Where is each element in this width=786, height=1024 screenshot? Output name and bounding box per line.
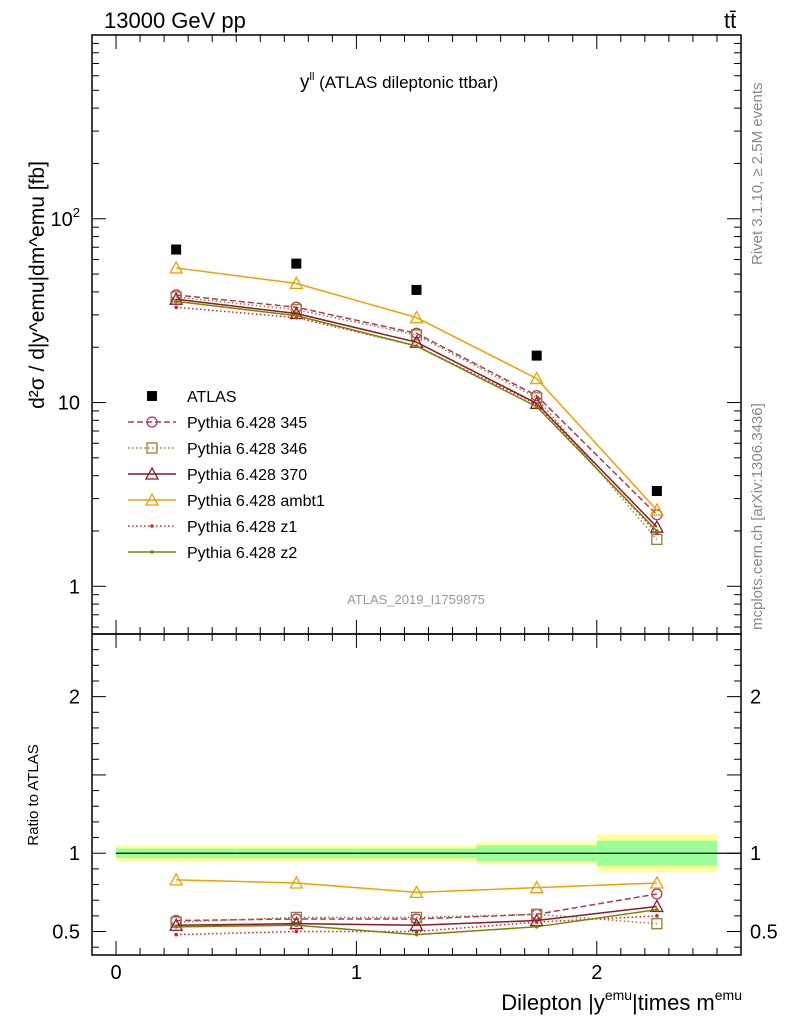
series-marker-square — [531, 908, 543, 920]
series-marker-triangle — [529, 371, 544, 385]
main-y-tick-label-base: 10 — [51, 209, 73, 231]
plot-title-base: y — [300, 72, 310, 93]
ratio-y-tick-label-right: 1 — [750, 843, 761, 865]
series-marker-square — [290, 911, 302, 924]
x-tick-label: 2 — [591, 962, 602, 984]
series-marker-dot — [534, 920, 539, 924]
series-marker-dot — [294, 313, 299, 318]
legend-marker-data — [147, 391, 157, 401]
series-marker-triangle — [169, 260, 184, 274]
series-marker-triangle — [649, 502, 664, 516]
ratio-y-tick-label-left: 2 — [69, 687, 80, 709]
main-y-tick-label: 102 — [51, 205, 80, 231]
ratio-y-axis-label: Ratio to ATLAS — [25, 744, 42, 845]
x-axis-label-part-b: |times m — [632, 990, 715, 1015]
legend-label: Pythia 6.428 346 — [187, 441, 307, 458]
legend-label: Pythia 6.428 z1 — [187, 519, 297, 536]
series-marker-dot — [655, 907, 659, 912]
main-y-tick-label: 1 — [69, 576, 80, 598]
plot-title-sup: ll — [310, 71, 315, 83]
ratio-series-line — [176, 879, 657, 894]
series-marker-circle — [146, 416, 158, 428]
series-marker-triangle — [289, 276, 304, 290]
main-y-tick-label: 10 — [58, 393, 80, 415]
series-marker-triangle — [409, 885, 424, 899]
series-marker-dot — [294, 929, 299, 934]
series-marker-dot — [150, 550, 154, 554]
header-process-label: tt̄ — [724, 8, 736, 33]
series-marker-triangle — [409, 310, 424, 324]
rivet-version-label: Rivet 3.1.10, ≥ 2.5M events — [749, 83, 766, 266]
ratio-panel-frame — [91, 633, 742, 956]
x-axis-label-part-a: Dilepton |y — [501, 990, 605, 1015]
x-axis-label-sup2: emu — [715, 987, 742, 1003]
plot-title-rest: (ATLAS dileptonic ttbar) — [314, 73, 498, 92]
series-marker-dot — [534, 404, 539, 409]
x-tick-label: 1 — [351, 962, 362, 984]
series-marker-triangle — [169, 917, 184, 931]
series-marker-dot — [150, 524, 154, 528]
ratio-series-line — [176, 893, 657, 922]
series-marker-triangle — [289, 916, 304, 930]
main-series-line — [176, 298, 658, 528]
series-marker-dot — [414, 344, 419, 348]
legend-label: Pythia 6.428 ambt1 — [187, 493, 325, 510]
series-marker-square — [410, 911, 423, 924]
series-marker-dot — [534, 925, 539, 929]
series-marker-square — [651, 918, 663, 930]
series-marker-dot — [414, 929, 419, 934]
ratio-y-tick-label-left: 1 — [69, 843, 80, 865]
header-energy-label: 13000 GeV pp — [104, 8, 246, 33]
series-marker-dot — [655, 529, 659, 533]
series-marker-triangle — [169, 872, 184, 886]
series-marker-dot — [174, 299, 178, 304]
series-marker-dot — [174, 925, 178, 929]
ratio-y-tick-label-left: 0.5 — [52, 922, 80, 944]
mcplots-label: mcplots.cern.ch [arXiv:1306.3436] — [749, 403, 766, 630]
legend-label: ATLAS — [187, 389, 237, 406]
ratio-y-tick-label-right: 0.5 — [750, 922, 778, 944]
series-marker-dot — [294, 923, 299, 928]
x-tick-label: 0 — [110, 962, 121, 984]
series-marker-dot — [534, 402, 539, 406]
series-marker-triangle — [169, 291, 184, 305]
series-marker-square — [146, 442, 158, 454]
series-marker-triangle — [289, 875, 304, 889]
atlas-data-point — [411, 284, 422, 295]
x-axis-label-sup1: emu — [605, 987, 632, 1003]
atlas-data-point — [291, 258, 302, 269]
series-marker-circle — [651, 888, 663, 900]
legend-label: Pythia 6.428 345 — [187, 415, 307, 432]
series-marker-dot — [414, 932, 419, 937]
atlas-data-point — [531, 350, 542, 361]
series-marker-triangle — [144, 466, 160, 480]
main-series-line — [176, 267, 658, 511]
ratio-y-tick-label-right: 2 — [750, 687, 761, 709]
main-series-line — [176, 294, 658, 516]
series-marker-triangle — [649, 875, 664, 889]
series-marker-triangle — [144, 492, 160, 506]
x-axis-label: Dilepton |yemu|times memu — [501, 987, 742, 1015]
main-y-axis-label: d²σ / d|y^emu|dm^emu [fb] — [26, 161, 49, 409]
atlas-data-point — [651, 486, 662, 497]
series-marker-dot — [655, 914, 659, 918]
series-marker-triangle — [649, 899, 664, 913]
ratio-series-line — [176, 905, 657, 926]
series-marker-triangle — [529, 880, 544, 894]
series-marker-square — [410, 329, 423, 341]
main-y-tick-label-exponent: 2 — [73, 205, 80, 220]
series-marker-dot — [174, 932, 178, 937]
plot-title: yll (ATLAS dileptonic ttbar) — [300, 71, 498, 93]
series-marker-dot — [174, 305, 178, 310]
atlas-data-point — [171, 244, 182, 255]
ratio-series-line — [176, 913, 657, 925]
analysis-watermark: ATLAS_2019_I1759875 — [347, 592, 485, 607]
legend-label: Pythia 6.428 370 — [187, 467, 307, 484]
legend-label: Pythia 6.428 z2 — [187, 545, 297, 562]
